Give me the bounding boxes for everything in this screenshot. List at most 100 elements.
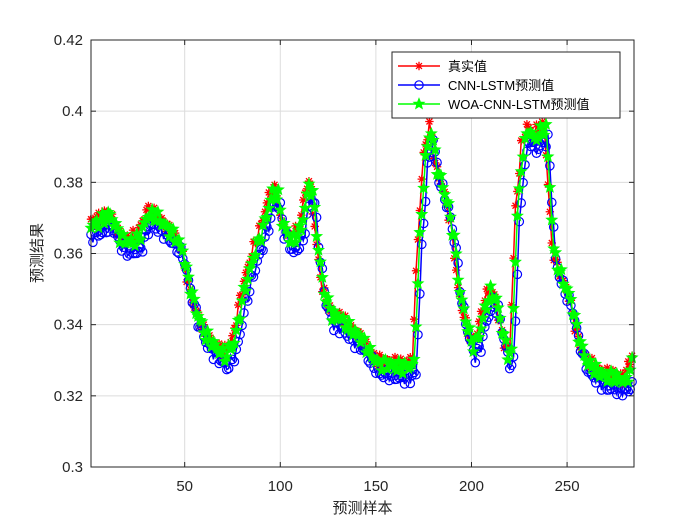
data-point [269,192,283,206]
data-point [455,293,469,306]
data-point [185,284,199,298]
data-point [271,182,285,196]
ticks [91,39,634,468]
data-point [412,97,426,110]
data-point [302,177,316,190]
data-point [604,364,618,377]
data-point [476,347,486,357]
data-point [311,212,322,223]
data-point [227,336,241,349]
legend-label-real: 真实值 [448,59,487,74]
data-point [407,370,418,381]
data-point [451,273,465,286]
data-point [493,311,507,324]
data-point [310,222,319,231]
legend-entry-real: 真实值 [398,59,487,74]
data-point [568,308,582,321]
data-point [352,327,366,341]
data-point [466,344,480,358]
data-point [474,321,488,335]
data-point [575,339,589,352]
data-point [417,181,431,194]
data-point [97,227,108,238]
data-point [564,292,578,305]
legend-marker-cnn-lstm [414,80,424,90]
data-point [313,255,327,268]
data-point [537,128,551,141]
data-point [499,333,513,346]
data-point [411,369,421,380]
data-point [414,61,424,71]
data-point [409,319,423,333]
data-point [384,375,395,386]
data-point [409,315,419,324]
data-point [421,139,434,153]
data-point [596,385,607,395]
legend-marker-woa-cnn-lstm [412,97,426,110]
tick-labels: 50 100 150 200 250 0.3 0.32 0.34 0.36 0.38 0.4 0.42 [54,32,580,495]
data-point [379,361,388,370]
data-point [187,292,201,305]
data-point [134,233,148,246]
data-point [543,180,553,189]
data-point [182,270,196,283]
data-point [396,354,405,363]
data-point [411,266,421,275]
data-point [134,223,143,232]
data-point [589,357,603,370]
data-point [142,205,151,215]
data-point [545,207,555,216]
data-point [489,291,503,304]
data-point [315,270,329,283]
data-point [279,221,293,235]
data-point [514,164,528,178]
data-point [482,284,491,294]
data-point [443,210,457,223]
legend: 真实值 CNN-LSTM预测值 WOA-CNN-LSTM预测值 [391,51,621,119]
data-point [392,354,406,367]
data-point [195,314,209,328]
data-point [220,349,234,363]
data-point [143,229,154,240]
data-point [294,223,308,236]
data-point [463,320,477,334]
data-point [438,187,452,200]
data-point [547,238,556,248]
data-point [418,218,429,229]
data-point [273,203,287,216]
x-tick-label: 250 [555,478,580,495]
data-point [420,196,431,207]
data-point [625,350,639,364]
data-point [312,243,326,256]
data-point [137,247,148,257]
data-point [541,141,551,152]
data-point [299,195,308,205]
data-point [450,254,459,263]
y-axis-title: 预测结果 [28,223,46,283]
data-point [254,234,268,247]
data-point [512,181,526,195]
data-point [413,225,427,238]
data-point [103,207,117,220]
data-point [160,219,174,232]
data-point [222,345,231,354]
data-point [507,301,521,314]
legend-entry-woa-cnn-lstm: WOA-CNN-LSTM预测值 [398,97,590,112]
data-point [298,201,312,214]
data-point [109,216,123,229]
data-point [399,379,410,389]
legend-entry-cnn-lstm: CNN-LSTM预测值 [398,78,554,93]
data-point [229,323,243,336]
data-point [436,180,450,193]
data-point [413,235,423,244]
data-point [436,179,446,188]
x-tick-label: 50 [176,478,193,495]
data-point [248,248,262,261]
data-point [621,375,635,388]
data-point [459,314,473,328]
data-point [510,316,521,326]
data-point [539,117,553,130]
data-point [419,148,433,161]
data-point [260,207,270,216]
